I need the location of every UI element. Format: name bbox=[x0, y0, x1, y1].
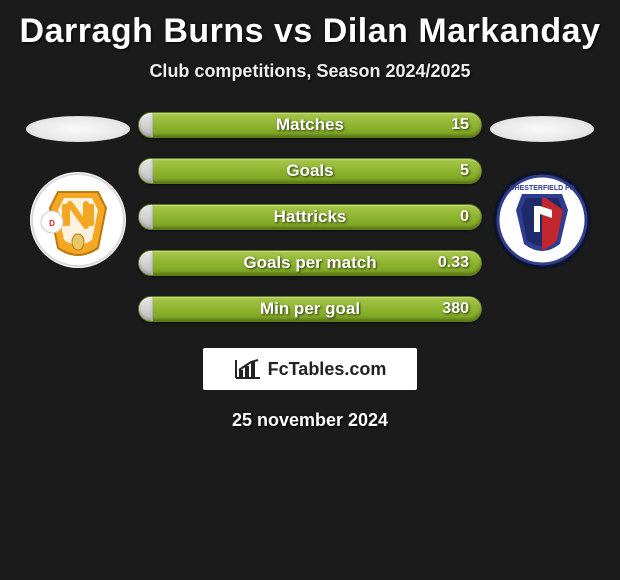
brand-text: FcTables.com bbox=[268, 359, 387, 380]
stat-bar-left-fill bbox=[139, 297, 153, 321]
stat-value-right: 380 bbox=[442, 300, 469, 318]
svg-text:D: D bbox=[49, 219, 55, 228]
stat-value-right: 0.33 bbox=[438, 254, 469, 272]
stat-bars: Matches 15 Goals 5 Hattricks 0 Goals per match… bbox=[138, 112, 482, 322]
main-row: D Matches 15 Goals 5 Hattricks 0 Goals per mat… bbox=[0, 112, 620, 322]
date-text: 25 november 2024 bbox=[0, 410, 620, 431]
right-player-ellipse bbox=[490, 116, 594, 142]
stat-value-right: 15 bbox=[451, 116, 469, 134]
stat-label: Goals per match bbox=[243, 253, 376, 273]
stat-bar-left-fill bbox=[139, 251, 153, 275]
stat-bar: Hattricks 0 bbox=[138, 204, 482, 230]
left-column: D bbox=[18, 112, 138, 270]
stat-label: Matches bbox=[276, 115, 344, 135]
stat-bar-left-fill bbox=[139, 159, 153, 183]
stat-label: Hattricks bbox=[274, 207, 347, 227]
stat-label: Min per goal bbox=[260, 299, 360, 319]
bar-chart-icon bbox=[234, 358, 262, 380]
chesterfield-badge-icon: CHESTERFIELD FC bbox=[492, 170, 592, 270]
stat-bar-left-fill bbox=[139, 205, 153, 229]
stat-value-right: 0 bbox=[460, 208, 469, 226]
brand-box: FcTables.com bbox=[203, 348, 417, 390]
mk-dons-badge-icon: D bbox=[28, 170, 128, 270]
stat-bar: Matches 15 bbox=[138, 112, 482, 138]
stat-bar-left-fill bbox=[139, 113, 153, 137]
stat-bar: Goals per match 0.33 bbox=[138, 250, 482, 276]
stat-label: Goals bbox=[286, 161, 333, 181]
right-team-badge: CHESTERFIELD FC bbox=[492, 170, 592, 270]
stat-value-right: 5 bbox=[460, 162, 469, 180]
root: Darragh Burns vs Dilan Markanday Club co… bbox=[0, 0, 620, 431]
page-title: Darragh Burns vs Dilan Markanday bbox=[0, 12, 620, 51]
page-subtitle: Club competitions, Season 2024/2025 bbox=[0, 61, 620, 82]
left-team-badge: D bbox=[28, 170, 128, 270]
right-column: CHESTERFIELD FC bbox=[482, 112, 602, 270]
svg-text:CHESTERFIELD FC: CHESTERFIELD FC bbox=[510, 185, 575, 192]
left-player-ellipse bbox=[26, 116, 130, 142]
stat-bar: Goals 5 bbox=[138, 158, 482, 184]
stat-bar: Min per goal 380 bbox=[138, 296, 482, 322]
